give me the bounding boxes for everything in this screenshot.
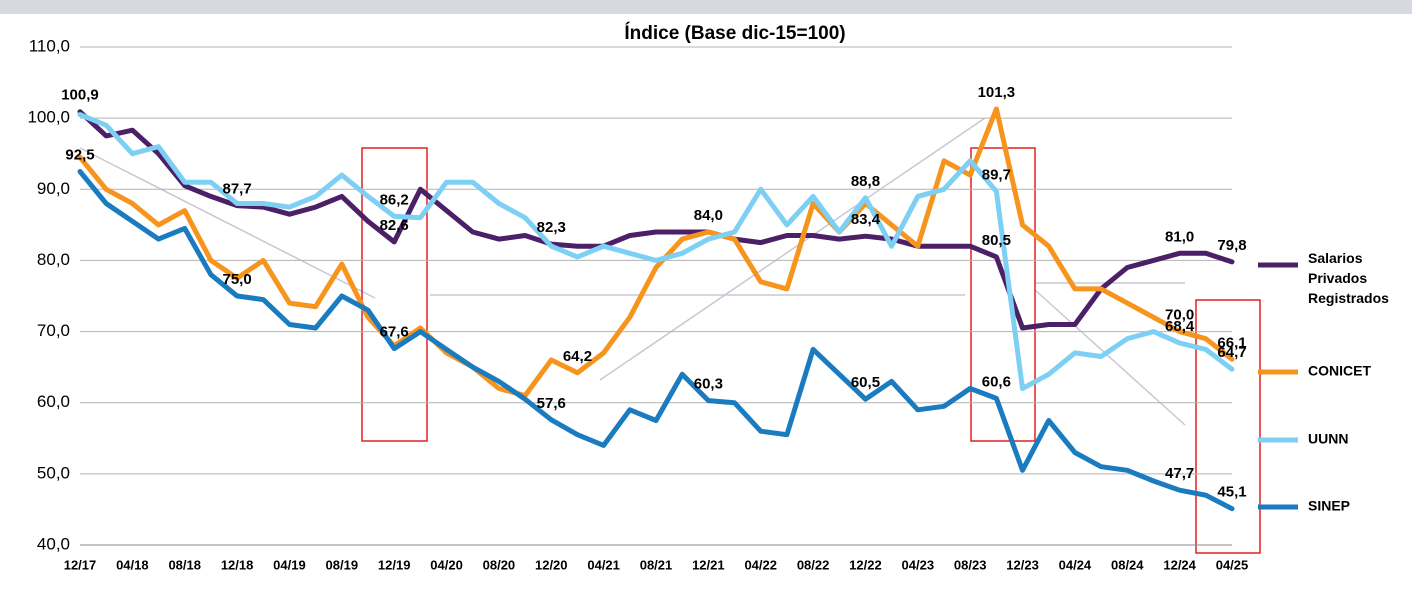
highlight-box [361, 147, 428, 442]
highlight-box [1195, 299, 1261, 554]
x-tick-label: 08/23 [954, 557, 987, 572]
y-tick-label: 50,0 [37, 463, 70, 482]
data-label: 68,4 [1165, 318, 1195, 335]
x-tick-label: 08/20 [483, 557, 516, 572]
arrow [79, 147, 376, 299]
x-tick-label: 08/18 [168, 557, 201, 572]
x-tick-label: 08/22 [797, 557, 830, 572]
data-label: 81,0 [1165, 228, 1194, 245]
data-label: 64,2 [563, 348, 592, 365]
data-label: 57,6 [537, 395, 566, 412]
data-label: 60,6 [982, 373, 1011, 390]
data-label: 86,2 [380, 191, 409, 208]
series-line [77, 106, 1235, 399]
x-tick-label: 04/25 [1216, 557, 1249, 572]
x-tick-label: 12/21 [692, 557, 725, 572]
legend-label: CONICET [1308, 363, 1371, 379]
x-tick-label: 04/18 [116, 557, 149, 572]
arrow [1034, 289, 1186, 426]
data-label: 75,0 [222, 271, 251, 288]
x-tick-label: 04/19 [273, 557, 306, 572]
chart-subtitle: Índice (Base dic-15=100) [624, 22, 845, 44]
x-tick-label: 04/24 [1059, 557, 1092, 572]
x-tick-label: 08/21 [640, 557, 673, 572]
y-tick-label: 40,0 [37, 534, 70, 553]
y-tick-label: 90,0 [37, 179, 70, 198]
legend-label: Salarios Privados Registrados [1308, 250, 1389, 306]
x-tick-label: 12/24 [1163, 557, 1196, 572]
legend-label: SINEP [1308, 498, 1350, 514]
data-label: 80,5 [982, 232, 1011, 249]
data-label: 47,7 [1165, 465, 1194, 482]
series-line [77, 109, 1235, 331]
legend-label: UUNN [1308, 431, 1348, 447]
highlight-box [970, 147, 1036, 442]
x-tick-label: 12/18 [221, 557, 254, 572]
data-label: 100,9 [61, 87, 99, 104]
annotations [79, 117, 1261, 554]
x-tick-label: 04/20 [430, 557, 463, 572]
data-label: 45,1 [1217, 484, 1246, 501]
x-tick-label: 12/17 [64, 557, 97, 572]
data-label: 92,5 [65, 146, 94, 163]
data-label: 89,7 [982, 166, 1011, 183]
y-tick-label: 100,0 [27, 108, 70, 127]
y-tick-label: 110,0 [29, 36, 70, 55]
y-tick-label: 80,0 [37, 250, 70, 269]
x-tick-label: 12/22 [849, 557, 882, 572]
data-label: 67,6 [380, 324, 409, 341]
arrow [599, 117, 986, 381]
top-banner [0, 0, 1412, 14]
x-tick-label: 08/24 [1111, 557, 1144, 572]
y-tick-label: 60,0 [37, 392, 70, 411]
data-label: 88,8 [851, 173, 880, 190]
x-tick-label: 12/19 [378, 557, 411, 572]
data-label: 83,4 [851, 211, 881, 228]
data-label: 66,1 [1217, 334, 1246, 351]
data-label: 82,6 [380, 217, 409, 234]
data-label: 79,8 [1217, 237, 1246, 254]
data-label: 84,0 [694, 207, 723, 224]
data-label: 70,0 [1165, 307, 1194, 324]
x-tick-label: 08/19 [326, 557, 359, 572]
series-line [77, 169, 1235, 512]
data-label: 60,5 [851, 374, 880, 391]
data-label: 60,3 [694, 376, 723, 393]
data-label: 64,7 [1217, 344, 1246, 361]
x-tick-label: 12/23 [1006, 557, 1039, 572]
x-tick-label: 04/22 [744, 557, 777, 572]
y-tick-label: 70,0 [37, 321, 70, 340]
data-label: 101,3 [978, 84, 1016, 101]
data-label: 82,3 [537, 219, 566, 236]
x-tick-label: 04/21 [587, 557, 620, 572]
x-tick-label: 04/23 [902, 557, 935, 572]
series-line [77, 112, 1235, 391]
x-tick-label: 12/20 [535, 557, 568, 572]
data-label: 87,7 [222, 181, 251, 198]
